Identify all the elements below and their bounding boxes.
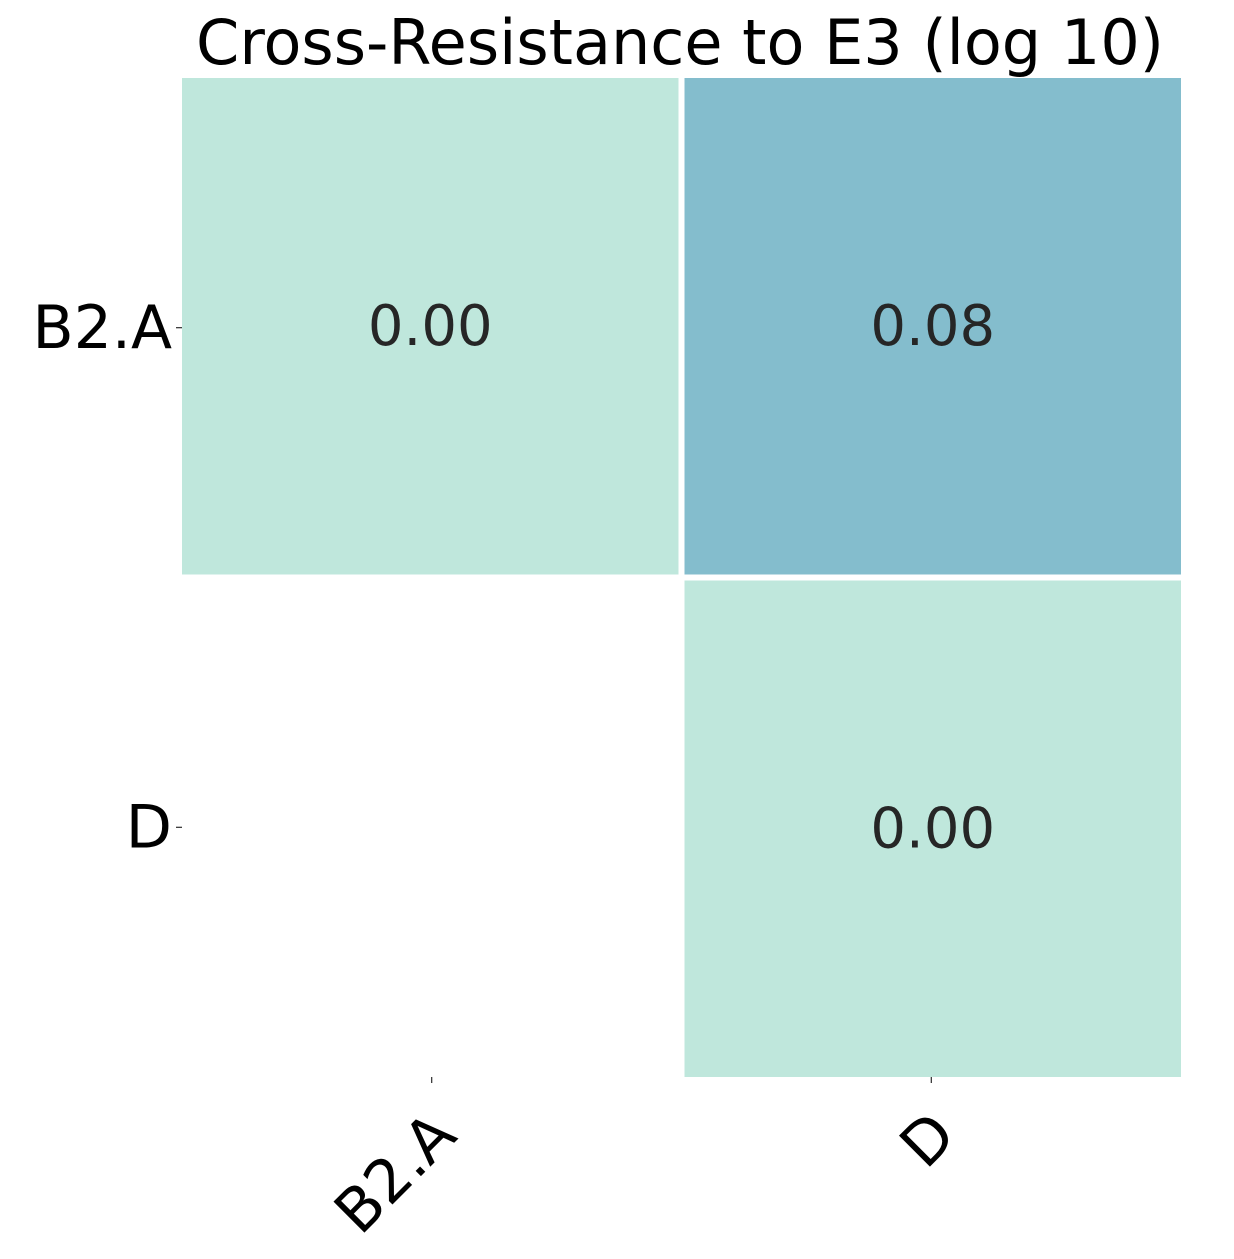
heatmap-cell — [182, 78, 679, 575]
y-axis: B2.A D — [33, 293, 182, 862]
x-tick-label: B2.A — [321, 1099, 469, 1247]
y-tick-label: D — [126, 792, 172, 862]
cell-value-label: 0.08 — [870, 294, 995, 359]
cell-value-label: 0.00 — [368, 294, 493, 359]
x-tick-label: D — [887, 1099, 969, 1181]
y-tick-label: B2.A — [33, 293, 172, 363]
heatmap-cells: 0.00 0.08 0.00 — [182, 78, 1181, 1077]
x-axis: B2.A D — [321, 1077, 969, 1247]
heatmap-cell — [684, 78, 1181, 575]
chart-title: Cross-Resistance to E3 (log 10) — [196, 6, 1164, 79]
cell-value-label: 0.00 — [870, 796, 995, 861]
heatmap-cell — [684, 580, 1181, 1077]
